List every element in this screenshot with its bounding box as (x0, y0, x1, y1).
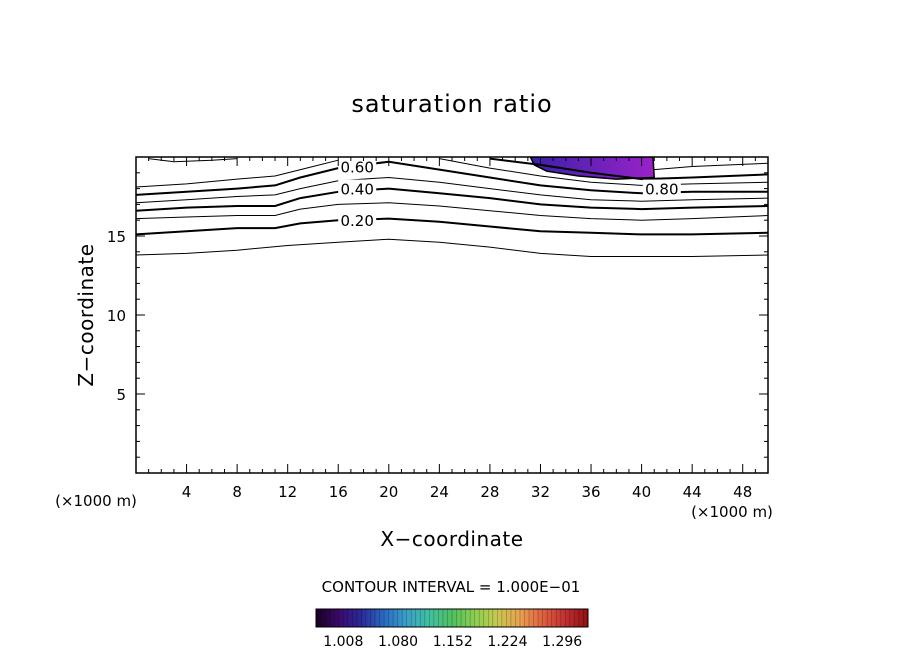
plot-area: 0.600.400.200.80 4 8 12 16 20 24 28 32 36 40 44 48 … (107, 156, 769, 501)
contour-line-0-1 (136, 238, 768, 257)
colorbar-tick-label: 1.296 (542, 634, 582, 650)
contour-line-0-2 (136, 217, 768, 236)
x-tick-label: 24 (430, 483, 449, 501)
x-axis-title: X−coordinate (380, 527, 523, 551)
x-tick-label: 32 (531, 483, 550, 501)
contour-line-0-7 (136, 159, 339, 188)
contour-label-bg (338, 157, 377, 175)
y-axis-title: Z−coordinate (74, 243, 98, 386)
y-tick-label: 15 (107, 228, 126, 246)
contour-label: 0.60 (340, 158, 373, 176)
plot-frame (135, 156, 769, 474)
x-tick-label: 12 (278, 483, 297, 501)
contour-line-0-9 (654, 162, 768, 171)
colorbar-tick-label: 1.008 (323, 634, 363, 650)
y-tick-label: 5 (116, 386, 126, 404)
contour-line-0-3 (136, 202, 768, 221)
x-axis-unit: (×1000 m) (691, 503, 773, 521)
contour-line-0-7 (439, 158, 768, 186)
contour-label-bg (338, 179, 377, 197)
contour-line-0-4 (136, 187, 768, 212)
contour-label-bg (642, 179, 681, 197)
x-tick-label: 16 (329, 483, 348, 501)
contour-line-0-9 (148, 158, 238, 163)
x-tick-label: 4 (182, 483, 192, 501)
x-tick-label: 20 (379, 483, 398, 501)
contour-label-bg (338, 211, 377, 229)
x-tick-label: 36 (581, 483, 600, 501)
colorbar-gradient (316, 609, 588, 627)
colorbar-tick-label: 1.152 (433, 634, 473, 650)
contour-label: 0.80 (645, 181, 678, 199)
contour-line-0-8 (489, 157, 768, 181)
y-tick-label: 10 (107, 307, 126, 325)
colorbar-tick-label: 1.224 (487, 634, 527, 650)
colorbar-tick-label: 1.080 (378, 634, 418, 650)
contour-interval-label: CONTOUR INTERVAL = 1.000E−01 (322, 578, 581, 596)
colorbar-frame (315, 608, 589, 628)
contour-line-0-6 (136, 160, 768, 196)
chart-title: saturation ratio (351, 90, 552, 118)
contour-line-0-5 (136, 177, 768, 204)
x-tick-label: 40 (632, 483, 651, 501)
contour-label: 0.40 (340, 181, 373, 199)
x-tick-label: 28 (480, 483, 499, 501)
x-tick-label: 44 (683, 483, 702, 501)
contour-label: 0.20 (340, 212, 373, 230)
supersaturated-region (529, 157, 655, 180)
y-axis-unit: (×1000 m) (55, 492, 137, 510)
x-tick-label: 48 (733, 483, 752, 501)
x-tick-label: 8 (232, 483, 242, 501)
colorbar: 1.008 1.080 1.152 1.224 1.296 (315, 608, 589, 650)
